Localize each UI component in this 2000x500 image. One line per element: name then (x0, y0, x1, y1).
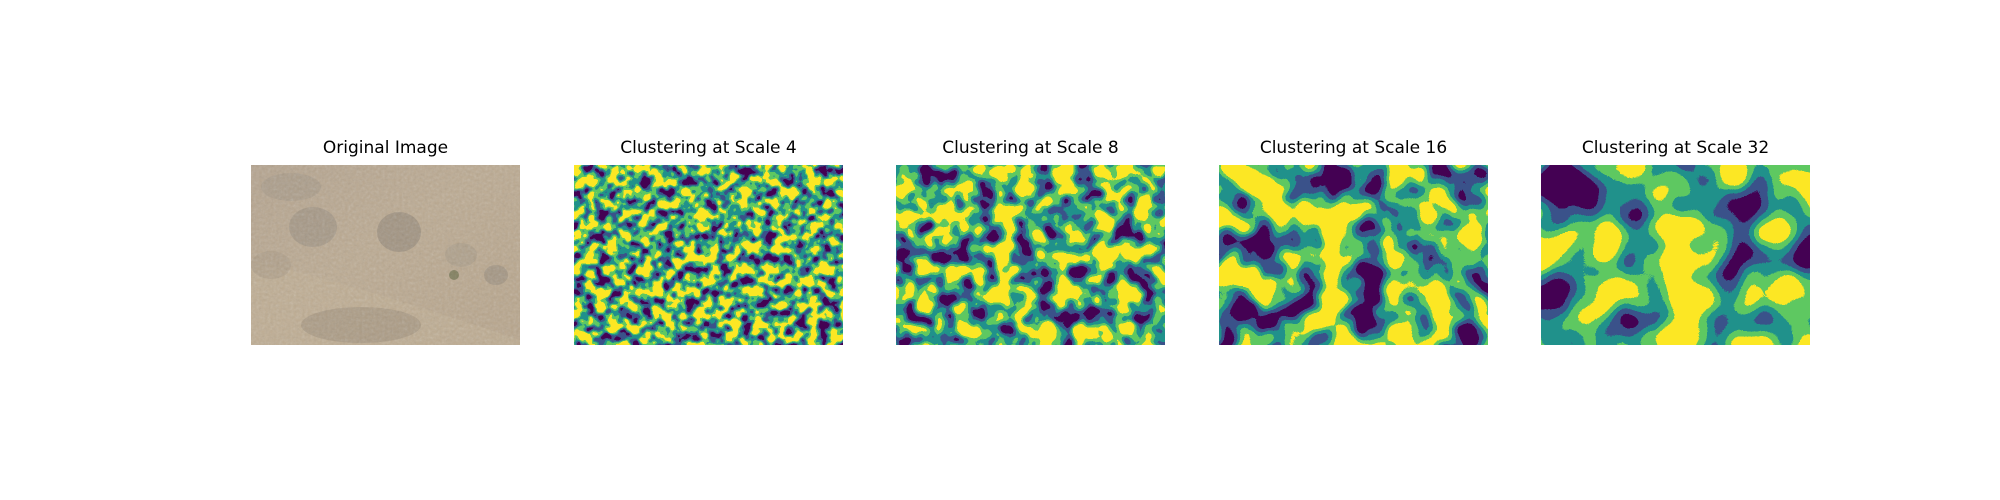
panel-title-scale4: Clustering at Scale 4 (620, 138, 797, 158)
cluster-field (574, 165, 843, 345)
panel-title-scale8: Clustering at Scale 8 (942, 138, 1119, 158)
cluster-field (1219, 165, 1488, 345)
panel-title-scale16: Clustering at Scale 16 (1259, 138, 1448, 158)
panel-original: Original Image (251, 138, 520, 345)
cluster-map-scale16 (1219, 165, 1488, 345)
panel-scale8: Clustering at Scale 8 (896, 138, 1165, 345)
original-image (251, 165, 520, 345)
panel-scale16: Clustering at Scale 16 (1219, 138, 1488, 345)
panel-title-scale32: Clustering at Scale 32 (1581, 138, 1770, 158)
panel-scale32: Clustering at Scale 32 (1541, 138, 1810, 345)
cluster-map-scale32 (1541, 165, 1810, 345)
cluster-field (896, 165, 1165, 345)
panel-title-original: Original Image (322, 138, 449, 158)
cluster-field (1541, 165, 1810, 345)
cluster-map-scale4 (574, 165, 843, 345)
panel-scale4: Clustering at Scale 4 (574, 138, 843, 345)
cluster-map-scale8 (896, 165, 1165, 345)
